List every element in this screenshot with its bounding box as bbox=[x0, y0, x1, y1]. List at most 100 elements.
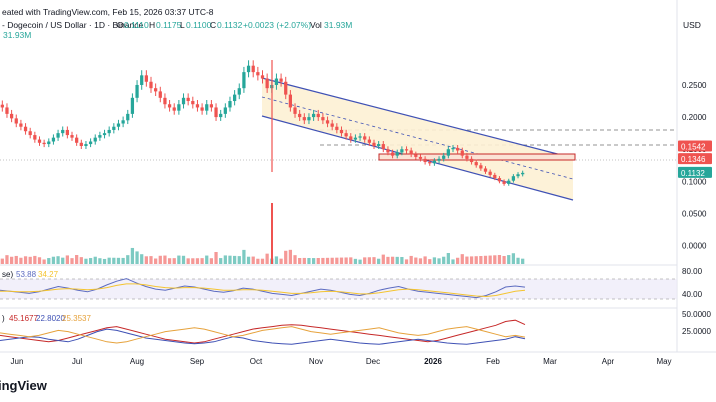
candle-body bbox=[390, 152, 395, 156]
candles-group bbox=[0, 60, 525, 186]
candle-body bbox=[400, 149, 404, 153]
volume-bar bbox=[479, 256, 483, 264]
volume-bar bbox=[149, 256, 153, 264]
candle-body bbox=[51, 137, 56, 142]
symbol-title: - Dogecoin / US Dollar · 1D · Binance bbox=[2, 20, 144, 30]
candle-body bbox=[358, 136, 362, 138]
volume-value: 31.93M bbox=[324, 20, 352, 30]
volume-bar bbox=[14, 255, 18, 264]
rsi-tick-80: 80.00 bbox=[682, 267, 703, 276]
candle-body bbox=[242, 72, 246, 89]
adx-series-2 bbox=[0, 326, 526, 344]
volume-bar bbox=[386, 256, 390, 264]
candle-body bbox=[121, 120, 125, 124]
volume-bar bbox=[28, 256, 32, 264]
volume-bar bbox=[469, 256, 474, 264]
volume-bar bbox=[93, 256, 97, 264]
candle-body bbox=[516, 174, 520, 177]
low-value: 0.1100 bbox=[186, 20, 212, 30]
volume-bar bbox=[65, 255, 69, 264]
volume-bar bbox=[316, 258, 320, 264]
candle-body bbox=[423, 158, 427, 163]
volume-bar bbox=[237, 256, 241, 264]
volume-bar bbox=[135, 251, 139, 264]
price-tick: 0.0000 bbox=[682, 242, 707, 251]
channel-fill bbox=[262, 78, 573, 200]
time-tick: Nov bbox=[309, 357, 323, 366]
candle-body bbox=[469, 158, 474, 163]
volume-bar bbox=[242, 249, 246, 264]
price-label-box bbox=[678, 153, 712, 165]
volume-bar bbox=[219, 258, 223, 264]
volume-bar bbox=[363, 257, 367, 264]
time-tick: Dec bbox=[366, 357, 380, 366]
volume-bar bbox=[279, 258, 283, 264]
time-axis: Jun Jul Aug Sep Oct Nov Dec 2026 Feb Mar Apr May bbox=[11, 357, 672, 366]
candle-body bbox=[265, 78, 269, 89]
candle-body bbox=[70, 135, 74, 138]
price-tick: 0.1000 bbox=[682, 177, 707, 186]
channel-upper-line bbox=[261, 77, 574, 159]
candle-body bbox=[172, 107, 176, 111]
price-labels: 0.1542 0.1346 0.1132 bbox=[678, 140, 712, 178]
volume-bar bbox=[335, 257, 339, 264]
rsi-tick-40: 40.00 bbox=[682, 290, 703, 299]
time-tick: Feb bbox=[486, 357, 500, 366]
price-label: 0.1346 bbox=[681, 155, 706, 164]
volume-bar bbox=[390, 256, 395, 264]
volume-bar bbox=[284, 250, 288, 264]
candle-body bbox=[465, 155, 469, 159]
volume-bar bbox=[395, 256, 399, 264]
volume-bar bbox=[172, 258, 176, 264]
candle-body bbox=[372, 142, 376, 146]
candle-body bbox=[42, 142, 46, 145]
volume-bar bbox=[511, 253, 516, 264]
candle-body bbox=[98, 135, 102, 138]
candle-body bbox=[284, 81, 288, 95]
volume-bar bbox=[209, 258, 214, 264]
candle-body bbox=[442, 155, 446, 159]
volume-bar bbox=[232, 255, 237, 264]
volume-bar bbox=[465, 256, 469, 264]
resistance-zone bbox=[378, 153, 576, 161]
candle-body bbox=[195, 104, 200, 108]
candle-body bbox=[158, 91, 162, 98]
volume-bar bbox=[437, 258, 441, 264]
volume-bar bbox=[265, 253, 269, 264]
candle-body bbox=[307, 117, 311, 121]
candle-body bbox=[493, 174, 497, 179]
volume-bar bbox=[116, 257, 121, 264]
volume-bar bbox=[483, 255, 488, 264]
candle-body bbox=[349, 136, 353, 140]
volume-bar bbox=[372, 257, 376, 264]
volume-bar bbox=[154, 258, 158, 264]
candle-body bbox=[9, 113, 14, 119]
candle-body bbox=[298, 113, 302, 118]
adx-value: 45.1677 bbox=[9, 314, 38, 323]
candle-body bbox=[33, 135, 37, 140]
candle-body bbox=[107, 129, 111, 134]
candle-body bbox=[483, 168, 488, 172]
adx-series-0 bbox=[0, 319, 526, 344]
price-label: 0.1132 bbox=[681, 169, 705, 178]
volume-bar bbox=[5, 255, 9, 264]
candle-body bbox=[302, 117, 306, 121]
candle-body bbox=[37, 139, 42, 143]
candle-body bbox=[446, 149, 450, 156]
candle-body bbox=[437, 158, 441, 161]
volume-bar bbox=[88, 258, 93, 264]
volume-bar bbox=[497, 255, 502, 264]
open-label: O bbox=[117, 20, 124, 30]
open-value: 0.1110 bbox=[124, 20, 149, 30]
candle-body bbox=[61, 129, 65, 134]
candle-body bbox=[56, 133, 60, 138]
candle-body bbox=[149, 81, 153, 89]
volume-bar bbox=[246, 256, 251, 264]
candle-body bbox=[126, 113, 130, 121]
brand-logo-text: ingView bbox=[0, 378, 48, 393]
candle-body bbox=[460, 150, 464, 156]
candle-body bbox=[451, 147, 455, 150]
change-value: +0.0023 (+2.07%) bbox=[243, 20, 311, 30]
price-tick: 0.2500 bbox=[682, 81, 707, 90]
candle-body bbox=[330, 123, 334, 127]
